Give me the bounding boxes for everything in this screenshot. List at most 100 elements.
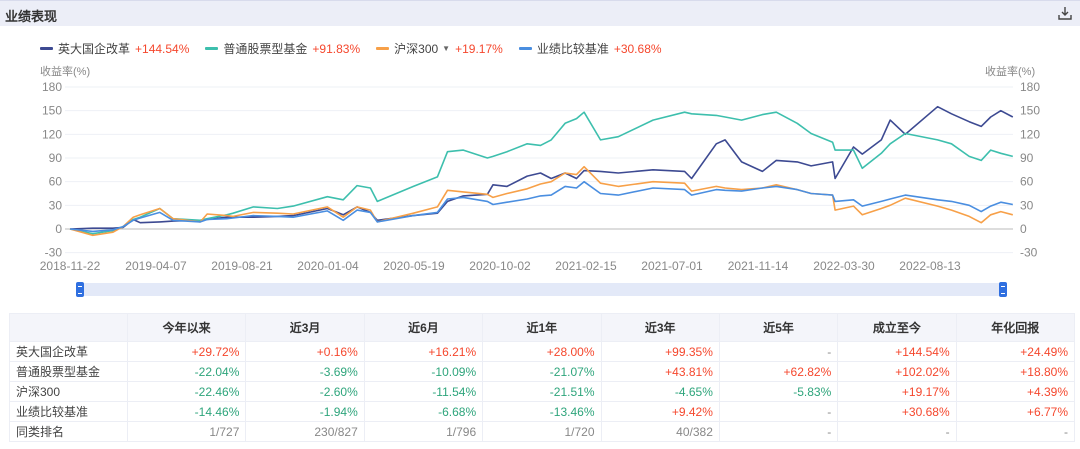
legend-label: 普通股票型基金 <box>223 42 308 56</box>
table-cell: - <box>955 421 1076 442</box>
table-cell: -4.65% <box>600 381 720 402</box>
table-cell: +144.54% <box>837 341 957 362</box>
table-row: 沪深300 -22.46% -2.60% -11.54% -21.51% -4.65% -5… <box>9 381 1076 402</box>
y-tick-label-right: 0 <box>1020 222 1027 236</box>
column-header: 近5年 <box>718 313 839 342</box>
x-tick-label: 2022-03-30 <box>813 259 875 273</box>
row-label: 普通股票型基金 <box>9 361 128 382</box>
column-header <box>9 313 128 342</box>
caret-down-icon[interactable]: ▼ <box>442 44 451 53</box>
legend-value: +91.83% <box>312 41 361 56</box>
table-cell: +99.35% <box>600 341 720 362</box>
slider-handle-end[interactable] <box>999 282 1007 297</box>
table-cell: 230/827 <box>245 421 365 442</box>
row-label: 沪深300 <box>9 381 128 402</box>
y-tick-label-left: 150 <box>42 104 62 118</box>
table-row: 英大国企改革 +29.72% +0.16% +16.21% +28.00% +99.35%… <box>9 341 1076 362</box>
slider-handle-start[interactable] <box>76 282 84 297</box>
column-header: 近3年 <box>600 313 720 342</box>
y-tick-label-right: 120 <box>1020 127 1040 141</box>
y-axis-title-left: 收益率(%) <box>40 66 91 78</box>
series-line-0 <box>69 105 1014 230</box>
x-tick-label: 2018-11-22 <box>40 259 101 273</box>
series-line-3 <box>69 180 1013 233</box>
row-label: 同类排名 <box>9 421 128 442</box>
table-cell: -14.46% <box>126 401 247 422</box>
table-cell: -5.83% <box>718 381 839 402</box>
y-tick-label-right: 60 <box>1020 175 1034 189</box>
table-cell: +24.49% <box>955 341 1076 362</box>
table-cell: -13.46% <box>482 401 602 422</box>
date-range-slider[interactable] <box>78 283 1006 296</box>
x-tick-label: 2021-07-01 <box>641 259 703 273</box>
x-tick-label: 2021-02-15 <box>555 259 617 273</box>
table-cell: - <box>718 421 839 442</box>
table-cell: 1/796 <box>363 421 484 442</box>
legend-item-benchmark[interactable]: 业绩比较基准 +30.68% <box>518 40 662 57</box>
x-tick-label: 2020-01-04 <box>297 259 359 273</box>
y-tick-label-left: 60 <box>49 175 63 189</box>
panel-title: 业绩表现 <box>5 9 58 24</box>
column-header: 年化回报 <box>955 313 1076 342</box>
y-tick-label-right: -30 <box>1020 246 1038 260</box>
legend-item-fund[interactable]: 英大国企改革 +144.54% <box>40 40 189 57</box>
table-cell: - <box>718 341 839 362</box>
legend-item-category[interactable]: 普通股票型基金 +91.83% <box>205 40 360 57</box>
table-cell: - <box>718 401 839 422</box>
y-axis-title-right: 收益率(%) <box>985 66 1036 78</box>
y-tick-label-left: 30 <box>49 198 63 212</box>
y-tick-label-left: 90 <box>49 151 63 165</box>
legend-swatch <box>518 47 532 50</box>
legend-label: 沪深300 <box>394 42 439 56</box>
table-header-row: 今年以来 近3月 近6月 近1年 近3年 近5年 成立至今 年化回报 <box>9 313 1076 342</box>
column-header: 今年以来 <box>126 313 247 342</box>
download-icon[interactable] <box>1058 6 1072 20</box>
table-cell: +30.68% <box>837 401 957 422</box>
series-line-1 <box>69 111 1014 235</box>
performance-table: 今年以来 近3月 近6月 近1年 近3年 近5年 成立至今 年化回报 英大国企改革 +29.72… <box>9 313 1076 442</box>
y-tick-label-left: 0 <box>55 222 62 236</box>
column-header: 成立至今 <box>837 313 957 342</box>
table-cell: +19.17% <box>837 381 957 402</box>
y-tick-label-right: 30 <box>1020 198 1034 212</box>
table-cell: -2.60% <box>245 381 365 402</box>
x-tick-label: 2019-04-07 <box>125 259 187 273</box>
table-cell: -10.09% <box>363 361 484 382</box>
x-tick-label: 2020-10-02 <box>469 259 531 273</box>
legend-swatch <box>40 47 53 50</box>
table-cell: +18.80% <box>955 361 1076 382</box>
legend-value: +19.17% <box>455 41 503 56</box>
table-cell: +4.39% <box>955 381 1076 402</box>
column-header: 近3月 <box>245 313 365 342</box>
legend-value: +30.68% <box>613 41 662 56</box>
legend-value: +144.54% <box>135 41 190 56</box>
table-row: 普通股票型基金 -22.04% -3.69% -10.09% -21.07% +43.81… <box>9 361 1076 382</box>
table-cell: -21.07% <box>482 361 602 382</box>
x-tick-label: 2022-08-13 <box>899 259 961 273</box>
series-line-2 <box>69 165 1014 237</box>
legend-swatch <box>205 47 219 50</box>
x-tick-label: 2021-11-14 <box>728 259 789 273</box>
column-header: 近6月 <box>363 313 484 342</box>
table-cell: +28.00% <box>482 341 602 362</box>
table-cell: 1/727 <box>126 421 247 442</box>
x-tick-label: 2020-05-19 <box>383 259 445 273</box>
table-cell: +16.21% <box>363 341 484 362</box>
x-tick-label: 2019-08-21 <box>211 259 273 273</box>
table-cell: -6.68% <box>363 401 484 422</box>
performance-line-chart: -30 -30 0 0 30 30 60 60 90 90 120 120 150 150 180 180 20… <box>40 80 1041 273</box>
legend-swatch <box>376 47 390 50</box>
table-cell: +0.16% <box>245 341 365 362</box>
table-row: 同类排名 1/727 230/827 1/796 1/720 40/382- - - <box>9 421 1076 442</box>
legend-item-index[interactable]: 沪深300 ▼ +19.17% <box>376 40 503 57</box>
y-tick-label-left: 180 <box>42 80 62 94</box>
row-label: 业绩比较基准 <box>9 401 128 422</box>
legend-label: 英大国企改革 <box>58 42 131 56</box>
table-cell: -3.69% <box>245 361 365 382</box>
table-cell: 1/720 <box>482 421 602 442</box>
table-cell: +29.72% <box>126 341 247 362</box>
table-cell: -1.94% <box>245 401 365 422</box>
table-cell: +9.42% <box>600 401 720 422</box>
table-row: 业绩比较基准 -14.46% -1.94% -6.68% -13.46% +9.42% - +… <box>9 401 1076 422</box>
table-cell: +6.77% <box>955 401 1076 422</box>
